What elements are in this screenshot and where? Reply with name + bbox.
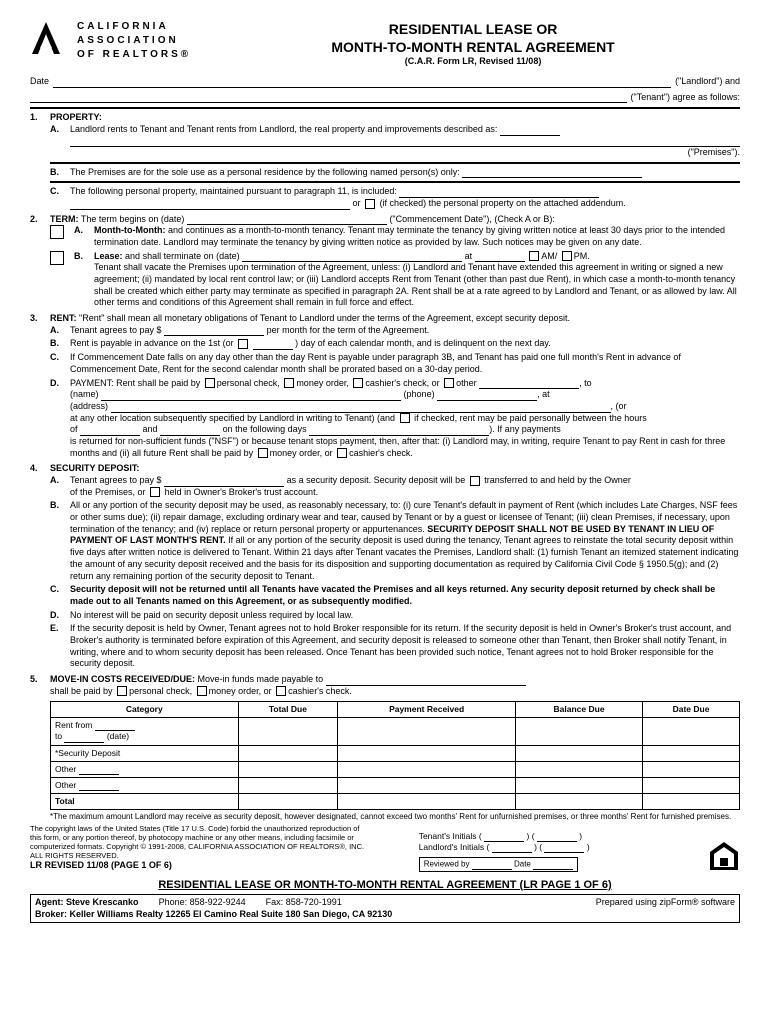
date-field[interactable] xyxy=(53,76,671,88)
car-logo-icon xyxy=(30,20,62,56)
month-checkbox[interactable] xyxy=(50,225,64,239)
form-title: RESIDENTIAL LEASE OR MONTH-TO-MONTH RENT… xyxy=(206,20,740,68)
footer: The copyright laws of the United States … xyxy=(30,824,740,872)
agent-box: Agent: Steve Krescanko Phone: 858-922-92… xyxy=(30,894,740,923)
cost-table: CategoryTotal DuePayment ReceivedBalance… xyxy=(50,701,740,809)
lease-checkbox[interactable] xyxy=(50,251,64,265)
section-1: 1. PROPERTY: A.Landlord rents to Tenant … xyxy=(30,112,740,211)
section-5: 5. MOVE-IN COSTS RECEIVED/DUE: Move-in f… xyxy=(30,674,740,822)
section-2: 2. TERM: The term begins on (date) ("Com… xyxy=(30,214,740,312)
section-3: 3. RENT: "Rent" shall mean all monetary … xyxy=(30,313,740,461)
org-name: CALIFORNIAASSOCIATIONOF REALTORS® xyxy=(77,20,191,62)
addendum-checkbox[interactable] xyxy=(365,199,375,209)
section-4: 4. SECURITY DEPOSIT: A.Tenant agrees to … xyxy=(30,463,740,672)
header: CALIFORNIAASSOCIATIONOF REALTORS® RESIDE… xyxy=(30,20,740,68)
page-footer-title: RESIDENTIAL LEASE OR MONTH-TO-MONTH RENT… xyxy=(30,878,740,892)
date-line: Date ("Landlord") and xyxy=(30,76,740,88)
equal-housing-icon xyxy=(708,840,740,872)
tenant-field[interactable] xyxy=(30,92,627,104)
